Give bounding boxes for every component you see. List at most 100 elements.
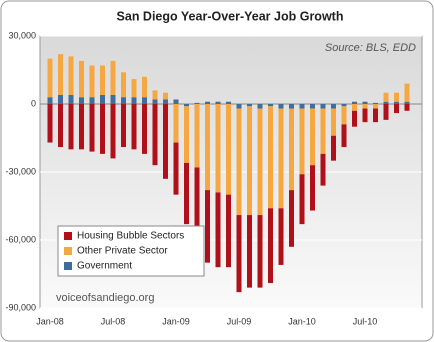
bar-segment [194,102,200,104]
bar-segment [310,165,315,211]
bar-segment [184,162,189,225]
bar-segment [394,92,399,102]
bar-segment [268,106,273,209]
bar-segment [58,104,63,148]
bar-segment [142,104,147,154]
bar-segment [215,101,221,104]
bar-segment [331,104,336,109]
bar-segment [184,106,189,163]
bar-segment [247,104,252,107]
bar-segment [320,104,326,109]
bar-segment [47,104,53,143]
bar-segment [152,90,158,100]
bar-segment [362,108,368,123]
bar-segment [79,104,84,150]
bar-segment [268,208,273,284]
bar-segment [362,101,368,104]
bar-segment [383,104,389,120]
bar-segment [163,104,168,179]
legend-label: Housing Bubble Sectors [77,231,184,242]
bar-segment [331,135,336,161]
chart-title: San Diego Year-Over-Year Job Growth [117,9,344,23]
bar-segment [110,60,116,95]
bar-segment [163,99,168,104]
bar-segment [100,94,105,104]
bar-segment [352,104,357,111]
bar-segment [341,124,347,148]
bars [47,54,410,293]
bar-segment [68,56,74,95]
bar-segment [173,99,179,104]
bar-segment [226,101,231,104]
x-tick-label: Jul-08 [101,316,126,326]
bar-segment [58,54,63,95]
bar-segment [268,104,273,107]
bar-segment [205,190,210,263]
bar-segment [131,104,137,150]
bar-segment [110,94,116,104]
bar-segment [152,99,158,104]
bar-segment [278,108,284,209]
bar-segment [257,104,263,109]
bar-segment [47,97,53,104]
bar-segment [257,108,263,216]
bar-segment [110,104,116,159]
bar-segment [163,92,168,100]
bar-segment [247,106,252,216]
bar-segment [236,104,242,109]
bar-segment [341,104,347,107]
x-tick-label: Jan-08 [36,316,64,326]
bar-segment [331,108,336,136]
y-tick-label: 0 [31,98,36,108]
bar-segment [373,104,378,109]
legend-swatch [64,247,72,255]
bar-segment [299,108,305,175]
bar-segment [131,97,137,104]
bar-segment [404,83,410,102]
bar-segment [247,215,252,288]
bar-segment [362,104,368,109]
grid: -90,000 -60,000 -30,000 0 30,000 Jan-08 Jul-08… [5,30,422,326]
x-tick-label: Jan-10 [288,316,316,326]
bar-segment [173,142,179,195]
bar-segment [289,190,294,247]
bar-segment [320,108,326,154]
bar-segment [194,167,200,229]
y-tick-label: -90,000 [5,302,36,312]
bar-segment [68,104,74,150]
y-tick-label: -60,000 [5,234,36,244]
bar-segment [89,65,95,98]
y-tick-label: 30,000 [8,30,36,40]
bar-segment [404,101,410,104]
legend-label: Other Private Sector [77,246,168,257]
bar-segment [79,97,84,104]
bar-segment [278,208,284,265]
bar-segment [404,104,410,111]
legend-swatch [64,262,72,270]
bar-segment [373,102,378,104]
bar-segment [121,72,126,98]
bar-segment [121,97,126,104]
bar-segment [236,215,242,293]
bar-segment [394,101,399,104]
bar-segment [383,101,389,104]
bar-segment [257,215,263,288]
bar-segment [299,104,305,109]
bar-segment [142,76,147,98]
bar-segment [289,108,294,191]
bar-segment [299,174,305,225]
bar-segment [121,104,126,148]
bar-segment [320,153,326,186]
bar-segment [142,97,147,104]
bar-segment [184,104,189,107]
bar-segment [205,101,210,104]
x-tick-label: Jan-09 [162,316,190,326]
bar-segment [68,94,74,104]
bar-segment [100,104,105,154]
x-tick-label: Jul-09 [227,316,252,326]
bar-segment [352,101,357,104]
bar-segment [89,97,95,104]
legend-swatch [64,232,72,240]
bar-segment [310,108,315,166]
